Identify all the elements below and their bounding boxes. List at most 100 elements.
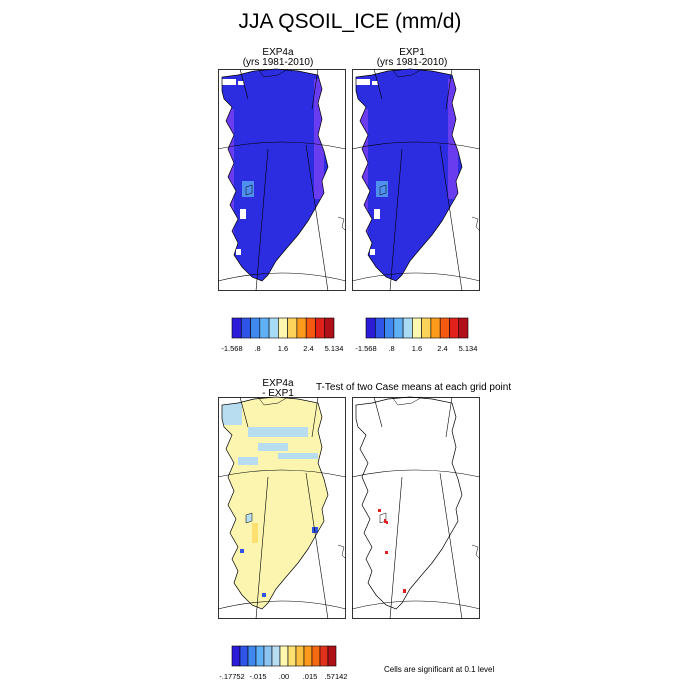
significant-cell [403,589,406,593]
colorbar-tick-label: .00 [278,672,290,681]
field-cell [236,249,241,255]
island [245,184,253,196]
field-cell [240,549,244,553]
map-ttest [351,396,481,620]
colorbar-box [287,645,297,667]
iceland-coast [337,544,347,560]
field-cell [238,81,244,85]
colorbar-box [319,645,329,667]
longitude-line [255,476,269,620]
colorbar-exp1-ticks: -1.568 .8 1.6 2.4 5.134 [355,344,477,354]
colorbar-tick-label: .8 [388,344,395,353]
iceland-coast [337,216,347,232]
colorbar-tick-label: 2.4 [437,344,448,353]
greenland-field [222,69,328,281]
colorbar-diff-ticks: -.17752 -.015 .00 .015 .57142 [219,672,347,682]
iceland-coast [471,544,481,560]
colorbar-tick-label: -1.568 [221,344,243,353]
colorbar-box [402,317,413,339]
longitude-line [311,68,319,110]
longitude-line [389,148,403,292]
colorbar-exp4a [231,317,335,339]
colorbar-box [231,317,242,339]
island [379,184,387,196]
longitude-line [255,148,269,292]
colorbar-box [268,317,279,339]
page-title: JJA QSOIL_ICE (mm/d) [238,10,462,33]
colorbar-diff [231,645,337,667]
field-cell [222,79,236,85]
latitude-line [217,141,347,150]
panel-exp1-name: EXP1 [399,47,425,58]
colorbar-box [412,317,422,339]
panel-diff-subtitle: - EXP1 [262,388,294,399]
greenland-field [356,69,462,281]
field-cell [314,79,324,199]
field-cell [372,81,378,85]
colorbar-box [295,645,305,667]
colorbar-box [279,645,289,667]
north-coast [391,68,423,78]
longitude-line [389,476,403,620]
iceland-coast [471,216,481,232]
longitude-line [311,396,319,438]
colorbar-box [324,317,335,339]
colorbar-box [311,645,321,667]
colorbar-box [458,317,469,339]
longitude-line [439,144,463,292]
panel-diff-title: EXP4a - EXP1 [218,379,338,399]
map-exp4a [217,68,347,292]
significance-note: Cells are significant at 0.1 level [384,665,495,674]
latitude-line [217,272,347,282]
colorbar-box [255,645,265,667]
colorbar-box [439,317,450,339]
colorbar-box [263,645,273,667]
greenland-coastline [221,68,329,282]
colorbar-box [240,317,251,339]
field-cell [240,209,246,219]
panel-diff-name: EXP4a [262,378,294,389]
colorbar-box [374,317,385,339]
colorbar-tick-label: -.17752 [219,672,245,681]
colorbar-box [247,645,257,667]
colorbar-box [327,645,337,667]
field-cell [252,523,258,543]
latitude-line [217,469,347,478]
significant-cell [385,551,388,554]
field-cell [360,109,368,249]
colorbar-box [296,317,307,339]
colorbar-box [287,317,298,339]
colorbar-tick-label: .8 [254,344,261,353]
field-cell [238,457,258,465]
greenland-coastline [355,396,463,610]
field-cell [226,109,234,249]
panel-exp1-years: (yrs 1981-2010) [376,57,448,68]
field-cell [356,79,370,85]
panel-ttest-title: T-Test of two Case means at each grid po… [316,382,512,393]
colorbar-tick-label: .57142 [324,672,348,681]
colorbar-exp1 [365,317,469,339]
significant-cell [378,509,381,512]
colorbar-tick-label: 1.6 [411,344,423,353]
field-cell [374,209,380,219]
panel-exp4a-title: EXP4a (yrs 1981-2010) [218,48,338,68]
field-cell [278,453,318,459]
longitude-line [445,396,453,438]
colorbar-tick-label: .015 [302,672,318,681]
colorbar-box [384,317,395,339]
map-exp1 [351,68,481,292]
colorbar-box [250,317,261,339]
field-cell [312,527,318,533]
colorbar-box [315,317,326,339]
map-diff [217,396,347,620]
colorbar-exp4a-ticks: -1.568 .8 1.6 2.4 5.134 [221,344,343,354]
map-frame [352,397,480,619]
colorbar-box [271,645,281,667]
north-coast [391,396,423,406]
colorbar-tick-label: 2.4 [303,344,314,353]
north-coast [257,68,289,78]
latitude-line [351,469,481,478]
colorbar-box [449,317,460,339]
longitude-line [439,472,463,620]
longitude-line [305,144,329,292]
